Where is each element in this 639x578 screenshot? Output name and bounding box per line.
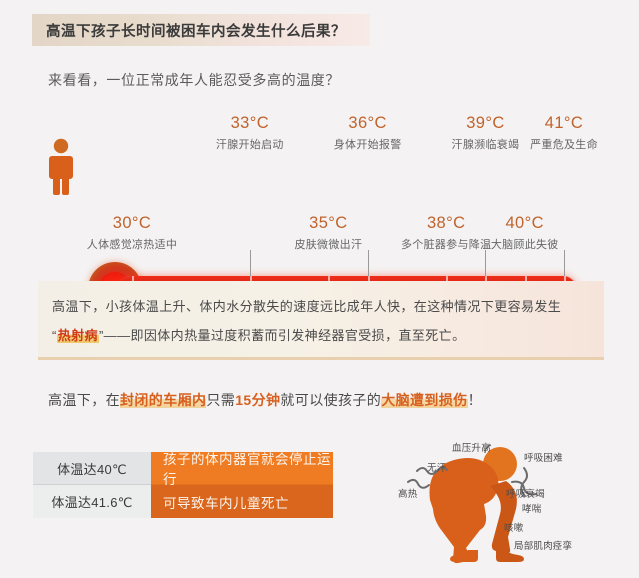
emphasis-part-1: 高温下，在: [48, 392, 120, 408]
scale-label: 38°C 多个脏器参与降温: [386, 214, 506, 252]
scale-label: 40°C 大脑顾此失彼: [465, 214, 585, 252]
page-title: 高温下孩子长时间被困车内会发生什么后果？: [46, 23, 346, 40]
header-banner: 高温下孩子长时间被困车内会发生什么后果？: [32, 14, 370, 46]
emphasis-part-4: ！: [467, 392, 483, 408]
table-cell-temperature: 体温达41.6℃: [33, 485, 151, 518]
scale-label-caption: 多个脏器参与降温: [400, 239, 492, 251]
scale-label-caption: 严重危及生命: [530, 139, 598, 151]
symptom-label: 呼吸衰竭: [506, 489, 545, 500]
table-cell-consequence: 可导致车内儿童死亡: [151, 485, 333, 518]
symptom-label: 无汗: [427, 463, 447, 474]
symptom-figure: 血压升高 无汗高热 呼吸困难呼吸衰竭哮喘咳嗽局部肌肉痉挛: [372, 438, 637, 573]
info-line-2: “热射病”——即因体内热量过度积蓄而引发神经器官受损，直至死亡。: [52, 325, 465, 344]
scale-label-degree: 38°C: [426, 214, 466, 232]
scale-label-degree: 40°C: [505, 214, 544, 232]
temperature-scale-chart: 33°C 汗腺开始启动 36°C 身体开始报警 39°C 汗腺濒临衰竭 41°C 严重危及生命…: [0, 108, 639, 326]
emphasis-part-3: 就可以使孩子的: [280, 392, 382, 408]
info-panel: 高温下，小孩体温上升、体内水分散失的速度远比成年人快，在这种情况下更容易发生 “…: [38, 281, 604, 360]
emphasis-sentence: 高温下，在封闭的车厢内只需15分钟就可以使孩子的大脑遭到损伤！: [48, 390, 482, 410]
table-row: 体温达40℃ 孩子的体内器官就会停止运行: [33, 452, 333, 487]
scale-label: 35°C 皮肤微微出汗: [268, 214, 388, 252]
consequence-table: 体温达40℃ 孩子的体内器官就会停止运行 体温达41.6℃ 可导致车内儿童死亡: [33, 452, 333, 518]
symptom-label: 局部肌肉痉挛: [514, 541, 573, 552]
symptom-label: 咳嗽: [504, 523, 524, 534]
scale-label-degree: 36°C: [348, 114, 387, 132]
table-cell-consequence: 孩子的体内器官就会停止运行: [151, 452, 333, 487]
info-line-2-rest: ”——即因体内热量过度积蓄而引发神经器官受损，直至死亡。: [98, 328, 466, 343]
symptom-label: 高热: [398, 489, 418, 500]
scale-tick: [367, 250, 369, 276]
scale-label: 30°C 人体感觉凉热适中: [72, 214, 192, 252]
scale-tick: [249, 250, 251, 276]
symptom-label: 呼吸困难: [524, 453, 563, 464]
emphasis-fifteen-minutes: 15分钟: [235, 392, 281, 408]
symptom-label: 哮喘: [522, 504, 542, 515]
info-quote-open: “: [52, 328, 57, 343]
emphasis-brain-damage: 大脑遭到损伤: [381, 392, 468, 408]
scale-label-caption: 汗腺濒临衰竭: [451, 139, 520, 151]
emphasis-part-2: 只需: [206, 392, 236, 408]
info-line-1: 高温下，小孩体温上升、体内水分散失的速度远比成年人快，在这种情况下更容易发生: [52, 299, 562, 314]
scale-label-degree: 41°C: [544, 114, 584, 132]
scale-label-caption: 皮肤微微出汗: [294, 239, 363, 251]
scale-tick: [485, 250, 487, 276]
scale-label-degree: 39°C: [466, 114, 505, 132]
scale-label: 33°C 汗腺开始启动: [190, 114, 310, 152]
scale-label-caption: 人体感觉凉热适中: [86, 239, 178, 251]
symptom-label: 血压升高: [452, 443, 491, 454]
scale-label-degree: 35°C: [309, 214, 348, 232]
scale-label-degree: 33°C: [230, 114, 270, 132]
subtitle-text: 来看看，一位正常成年人能忍受多高的温度？: [48, 72, 340, 88]
scale-label: 36°C 身体开始报警: [308, 114, 428, 152]
hunched-person-illustration: [407, 444, 537, 564]
table-row: 体温达41.6℃ 可导致车内儿童死亡: [33, 485, 333, 518]
table-cell-temperature: 体温达40℃: [33, 452, 151, 485]
heatstroke-highlight: 热射病: [56, 328, 99, 343]
scale-tick: [564, 250, 565, 276]
scale-label-caption: 大脑顾此失彼: [490, 239, 559, 251]
person-icon: [49, 138, 73, 195]
emphasis-closed-cabin: 封闭的车厢内: [120, 392, 207, 408]
scale-label-caption: 身体开始报警: [333, 139, 402, 151]
scale-label-caption: 汗腺开始启动: [215, 139, 284, 151]
scale-label: 41°C 严重危及生命: [504, 114, 624, 152]
scale-label: 39°C 汗腺濒临衰竭: [425, 114, 545, 152]
scale-label-degree: 30°C: [112, 214, 152, 232]
